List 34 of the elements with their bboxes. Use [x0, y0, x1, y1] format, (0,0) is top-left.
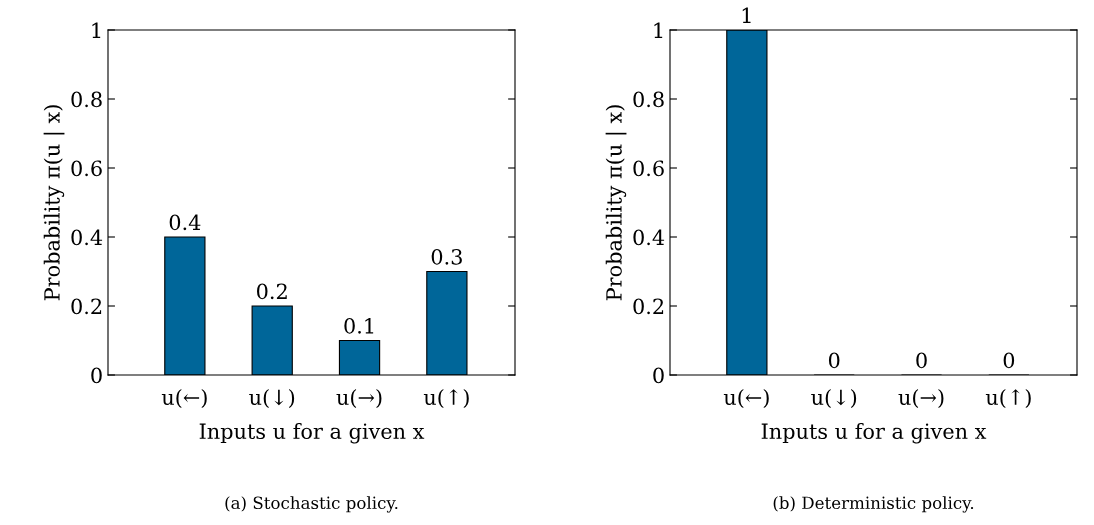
y-tick-label: 1: [92, 22, 101, 38]
y-tick-label: 0: [91, 367, 102, 384]
x-tick-label: u(↑): [423, 388, 469, 408]
data-label: 0: [916, 352, 927, 369]
x-tick-label: u(←): [161, 388, 207, 408]
x-tick-label: u(←): [723, 388, 769, 408]
text: (a) Stochastic policy.: [225, 496, 398, 513]
y-tick-label: 0.2: [71, 298, 102, 315]
data-label: 0.3: [431, 248, 462, 265]
x-tick-label: u(↓): [811, 388, 857, 408]
y-axis-title: Probability π(u | x): [43, 105, 65, 301]
y-tick-label: 0.2: [633, 298, 664, 315]
data-label: 1: [742, 7, 751, 23]
data-label: 0.1: [344, 317, 374, 334]
y-tick-label: 0.6: [633, 160, 664, 177]
y-tick-label: 0.8: [71, 91, 102, 108]
x-tick-label: u(↑): [985, 388, 1031, 408]
x-tick-label: u(↓): [249, 388, 295, 408]
y-tick-label: 1: [654, 22, 663, 38]
x-tick-label: u(→): [336, 388, 382, 408]
data-label: 0: [1003, 352, 1015, 369]
data-label: 0.4: [169, 214, 201, 231]
x-axis-title: Inputs u for a given x: [199, 422, 425, 444]
y-axis-title: Probability π(u | x): [605, 105, 627, 301]
text: (b) Deterministic policy.: [773, 496, 974, 513]
y-tick-label: 0: [653, 367, 664, 384]
y-tick-label: 0.4: [71, 229, 103, 246]
x-axis-title: Inputs u for a given x: [761, 422, 987, 444]
y-tick-label: 0.6: [71, 160, 102, 177]
data-label: 0: [828, 352, 840, 369]
x-tick-label: u(→): [898, 388, 944, 408]
y-tick-label: 0.8: [633, 91, 664, 108]
y-tick-label: 0.4: [633, 229, 665, 246]
data-label: 0.2: [257, 283, 287, 300]
